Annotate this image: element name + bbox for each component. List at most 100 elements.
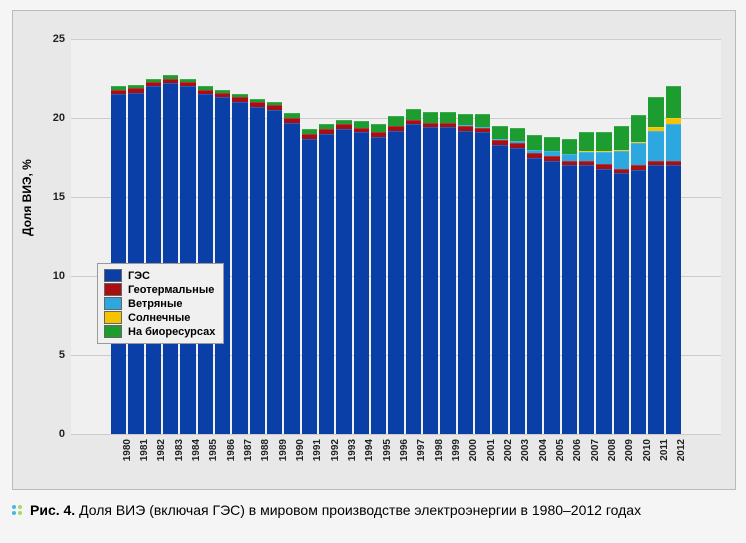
legend-item: Геотермальные xyxy=(104,283,215,296)
x-tick-label: 2009 xyxy=(624,439,635,461)
x-tick-label: 2011 xyxy=(659,439,670,461)
x-tick-label: 1997 xyxy=(416,439,427,461)
legend-swatch-icon xyxy=(104,269,122,282)
legend-label: Геотермальные xyxy=(128,284,214,296)
figure-caption: Рис. 4. Доля ВИЭ (включая ГЭС) в мировом… xyxy=(12,502,734,518)
legend-label: ГЭС xyxy=(128,270,150,282)
bar-segment xyxy=(423,127,438,434)
legend-swatch-icon xyxy=(104,311,122,324)
x-tick-label: 2007 xyxy=(590,439,601,461)
chart-legend: ГЭС Геотермальные Ветряные СолнечныеНа биор… xyxy=(97,263,224,344)
bar-segment xyxy=(596,169,611,434)
bar-column xyxy=(475,114,490,434)
bar-column xyxy=(232,94,247,434)
bar-segment xyxy=(596,132,611,151)
bar-segment xyxy=(180,86,195,434)
x-tick-label: 1993 xyxy=(347,439,358,461)
legend-label: Солнечные xyxy=(128,312,190,324)
bar-column xyxy=(388,116,403,434)
bar-segment xyxy=(527,135,542,149)
bar-column xyxy=(648,97,663,434)
bar-segment xyxy=(544,161,559,434)
x-tick-label: 2001 xyxy=(486,439,497,461)
bar-segment xyxy=(458,114,473,125)
bar-segment xyxy=(596,152,611,164)
x-tick-label: 1996 xyxy=(399,439,410,461)
x-tick-label: 1988 xyxy=(260,439,271,461)
bar-segment xyxy=(614,126,629,150)
x-tick-label: 1981 xyxy=(139,439,150,461)
caption-dot-icon xyxy=(18,505,22,509)
bar-segment xyxy=(562,139,577,155)
bar-segment xyxy=(544,137,559,151)
bar-column xyxy=(111,86,126,434)
x-tick-label: 1990 xyxy=(295,439,306,461)
x-tick-label: 2004 xyxy=(538,439,549,461)
y-tick-label: 25 xyxy=(17,33,65,45)
x-tick-label: 1980 xyxy=(122,439,133,461)
bar-segment xyxy=(510,148,525,434)
caption-dot-icon xyxy=(12,505,16,509)
bar-column xyxy=(579,132,594,434)
bar-segment xyxy=(440,112,455,123)
caption-bullet-icon xyxy=(12,505,22,515)
bar-column xyxy=(458,114,473,434)
bar-segment xyxy=(631,143,646,165)
legend-swatch-icon xyxy=(104,325,122,338)
bar-segment xyxy=(336,129,351,434)
x-tick-label: 1998 xyxy=(434,439,445,461)
bar-segment xyxy=(631,170,646,434)
bar-column xyxy=(163,75,178,434)
bar-segment xyxy=(614,173,629,434)
caption-dot-icon xyxy=(12,511,16,515)
bar-column xyxy=(128,85,143,434)
x-tick-label: 1983 xyxy=(174,439,185,461)
bar-segment xyxy=(423,112,438,123)
x-tick-label: 1982 xyxy=(156,439,167,461)
bar-column xyxy=(267,102,282,434)
gridline xyxy=(71,39,721,40)
gridline xyxy=(71,434,721,435)
bar-column xyxy=(354,121,369,434)
y-tick-label: 0 xyxy=(17,428,65,440)
y-tick-label: 20 xyxy=(17,112,65,124)
bar-segment xyxy=(371,137,386,434)
bar-column xyxy=(406,109,421,434)
bar-segment xyxy=(648,97,663,127)
bar-column xyxy=(284,113,299,434)
x-tick-label: 1984 xyxy=(191,439,202,461)
x-tick-label: 1999 xyxy=(451,439,462,461)
bar-segment xyxy=(666,124,681,160)
legend-item: Ветряные xyxy=(104,297,215,310)
bar-segment xyxy=(406,109,421,120)
bar-segment xyxy=(579,132,594,151)
plot-area xyxy=(71,39,721,434)
bar-segment xyxy=(163,83,178,434)
bar-segment xyxy=(527,158,542,435)
bar-column xyxy=(596,132,611,434)
bar-column xyxy=(544,137,559,434)
legend-swatch-icon xyxy=(104,283,122,296)
bar-segment xyxy=(319,134,334,434)
bar-column xyxy=(319,124,334,434)
x-tick-label: 1987 xyxy=(243,439,254,461)
legend-item: ГЭС xyxy=(104,269,215,282)
legend-item: На биоресурсах xyxy=(104,325,215,338)
bar-segment xyxy=(579,152,594,161)
legend-label: Ветряные xyxy=(128,298,182,310)
bar-segment xyxy=(631,115,646,142)
bar-segment xyxy=(284,123,299,434)
bar-column xyxy=(666,86,681,434)
bar-column xyxy=(562,139,577,434)
x-tick-label: 1995 xyxy=(382,439,393,461)
bar-segment xyxy=(406,124,421,434)
bar-segment xyxy=(614,151,629,168)
bar-segment xyxy=(648,131,663,161)
bar-segment xyxy=(440,127,455,434)
bar-segment xyxy=(267,110,282,434)
x-tick-label: 1989 xyxy=(278,439,289,461)
x-tick-label: 1985 xyxy=(208,439,219,461)
bar-column xyxy=(198,86,213,434)
legend-item: Солнечные xyxy=(104,311,215,324)
bar-segment xyxy=(388,131,403,434)
